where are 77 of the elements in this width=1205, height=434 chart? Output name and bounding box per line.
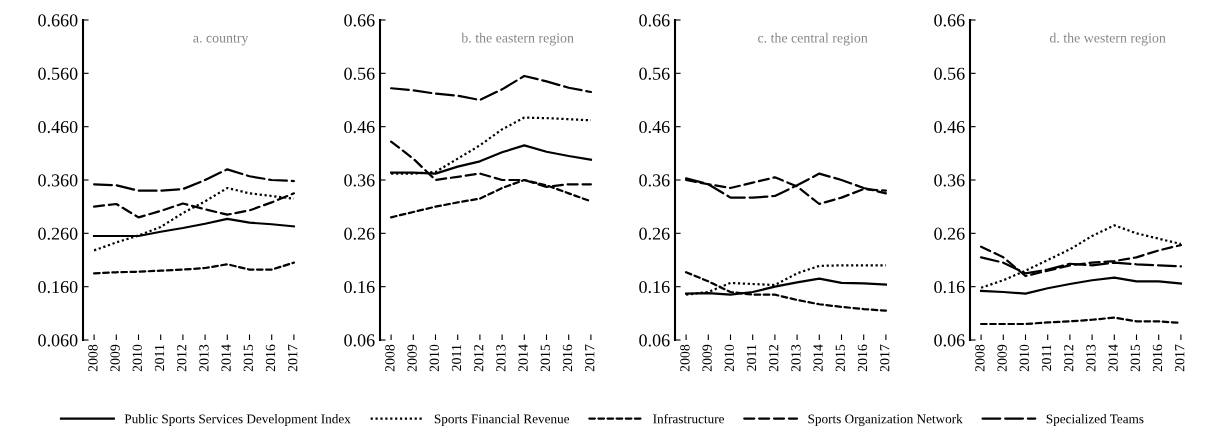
x-tick-label: 2008	[385, 344, 395, 372]
x-tick-label: 2013	[496, 344, 506, 372]
y-tick-label: 0.36	[639, 174, 670, 187]
x-tick-label: 2012	[474, 344, 484, 372]
x-tick-label: 2009	[702, 344, 712, 372]
y-tick-label: 0.16	[639, 280, 670, 294]
y-tick-label: 0.56	[934, 67, 965, 80]
legend-label: Public Sports Services Development Index	[124, 414, 351, 427]
x-tick-label: 2014	[813, 344, 823, 372]
text: b. the eastern region	[461, 32, 574, 46]
x-tick-label: 2015	[1130, 344, 1140, 372]
x-tick-label: 2012	[1064, 344, 1074, 372]
y-tick-label: 0.06	[934, 334, 965, 347]
y-tick-label: 0.46	[344, 120, 375, 134]
x-tick-label: 2008	[975, 344, 985, 372]
y-tick-label: 0.260	[38, 227, 78, 240]
y-tick-label: 0.46	[639, 120, 670, 134]
x-tick-label: 2013	[1086, 344, 1096, 372]
x-tick-label: 2011	[1041, 345, 1052, 371]
y-tick-label: 0.56	[344, 67, 375, 80]
x-tick-label: 2017	[880, 344, 890, 372]
x-tick-label: 2014	[518, 344, 528, 372]
legend-label: Sports Financial Revenue	[434, 414, 570, 427]
y-tick-label: 0.66	[639, 14, 670, 27]
y-tick-label: 0.160	[38, 280, 78, 294]
y-tick-label: 0.36	[934, 174, 965, 187]
text: d. the western region	[1049, 32, 1166, 46]
x-tick-label: 2012	[177, 344, 187, 372]
y-tick-label: 0.060	[38, 334, 78, 347]
y-tick-label: 0.360	[38, 174, 78, 187]
x-tick-label: 2012	[769, 344, 779, 372]
legend-label: Sports Organization Network	[808, 414, 963, 427]
x-tick-label: 2016	[857, 344, 868, 372]
x-tick-label: 2013	[791, 344, 801, 372]
x-tick-label: 2009	[997, 344, 1007, 372]
x-tick-label: 2008	[88, 344, 98, 372]
x-tick-label: 2017	[1175, 344, 1185, 372]
x-tick-label: 2015	[835, 344, 845, 372]
y-tick-label: 0.26	[639, 227, 670, 240]
legend-label: Infrastructure	[653, 413, 724, 424]
y-tick-label: 0.660	[38, 14, 78, 27]
x-tick-label: 2008	[680, 344, 690, 372]
y-tick-label: 0.46	[934, 120, 965, 134]
y-tick-label: 0.560	[38, 67, 78, 80]
legend-label: Specialized Teams	[1046, 414, 1144, 427]
x-tick-label: 2015	[540, 344, 550, 372]
x-tick-label: 2017	[585, 344, 595, 372]
x-tick-label: 2016	[1152, 344, 1163, 372]
x-tick-label: 2013	[199, 344, 209, 372]
x-tick-label: 2016	[562, 344, 573, 372]
y-tick-label: 0.26	[934, 227, 965, 240]
y-tick-label: 0.16	[934, 280, 965, 294]
y-tick-label: 0.16	[344, 280, 375, 294]
y-tick-label: 0.56	[639, 67, 670, 80]
x-tick-label: 2009	[110, 344, 120, 372]
x-tick-label: 2014	[1108, 344, 1118, 372]
y-tick-label: 0.66	[344, 14, 375, 27]
y-tick-label: 0.66	[934, 14, 965, 27]
x-tick-label: 2016	[265, 344, 276, 372]
x-tick-label: 2010	[724, 344, 734, 372]
y-tick-label: 0.26	[344, 227, 375, 240]
y-tick-label: 0.36	[344, 174, 375, 187]
text: a. country	[193, 34, 249, 46]
text: c. the central region	[758, 32, 868, 46]
x-tick-label: 2011	[154, 345, 165, 371]
x-tick-label: 2010	[429, 344, 439, 372]
x-tick-label: 2011	[451, 345, 462, 371]
y-tick-label: 0.06	[344, 334, 375, 347]
x-tick-label: 2009	[407, 344, 417, 372]
x-tick-label: 2017	[288, 344, 298, 372]
x-tick-label: 2014	[221, 344, 231, 372]
x-tick-label: 2010	[1019, 344, 1029, 372]
x-tick-label: 2015	[243, 344, 253, 372]
y-tick-label: 0.460	[38, 120, 78, 134]
x-tick-label: 2011	[746, 345, 757, 371]
y-tick-label: 0.06	[639, 334, 670, 347]
x-tick-label: 2010	[132, 344, 142, 372]
